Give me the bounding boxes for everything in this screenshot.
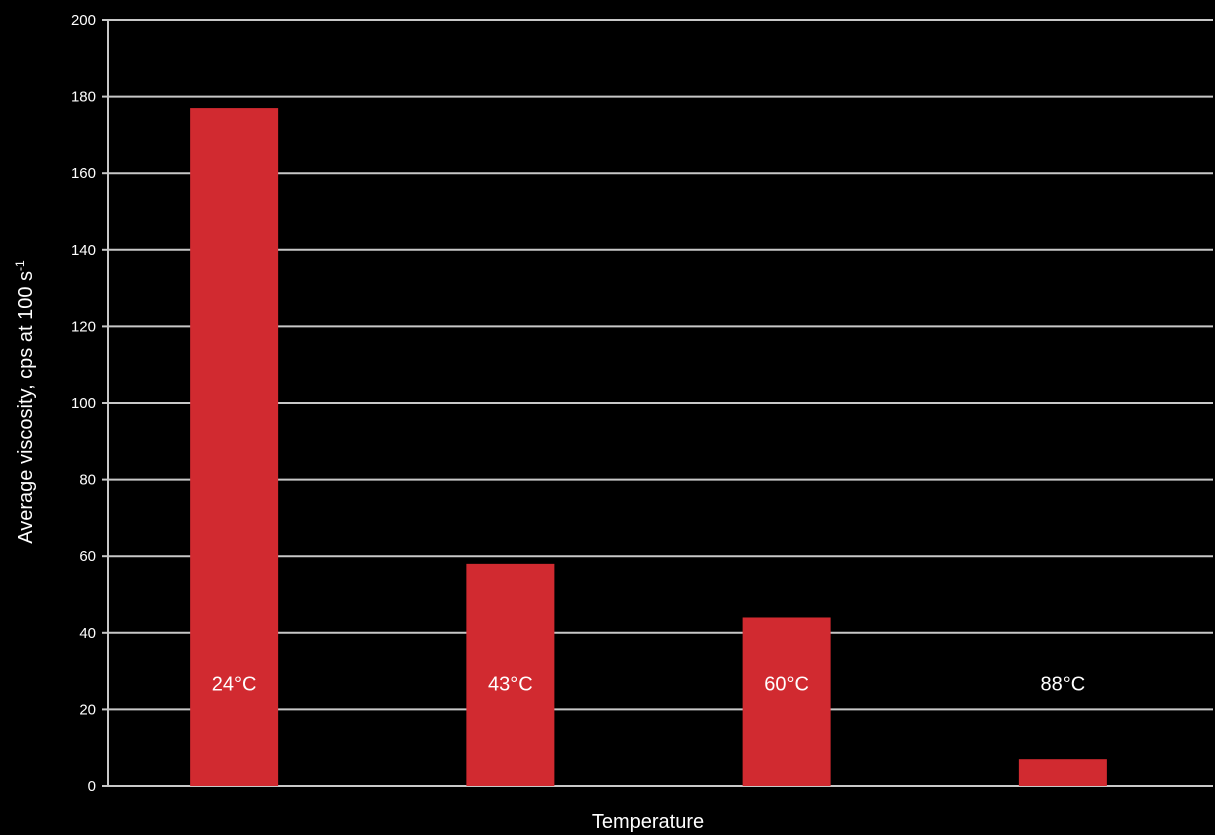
y-tick-label: 120 bbox=[71, 318, 96, 335]
x-axis-title: Temperature bbox=[592, 811, 704, 833]
y-axis-title-superscript: -1 bbox=[13, 260, 27, 271]
category-label: 88°C bbox=[1041, 673, 1086, 695]
category-label: 60°C bbox=[764, 673, 809, 695]
bar bbox=[466, 563, 555, 786]
category-label: 43°C bbox=[488, 673, 533, 695]
bars bbox=[190, 108, 1107, 787]
y-tick-label: 40 bbox=[79, 625, 96, 642]
y-tick-labels: 0 20 40 60 80 100 120 140 160 180 200 bbox=[71, 12, 96, 795]
y-tick-label: 0 bbox=[88, 778, 96, 795]
bar bbox=[1018, 759, 1107, 786]
y-tick-label: 60 bbox=[79, 548, 96, 565]
category-label: 24°C bbox=[212, 673, 257, 695]
y-tick-label: 100 bbox=[71, 395, 96, 412]
y-tick-label: 140 bbox=[71, 242, 96, 259]
y-tick-label: 160 bbox=[71, 165, 96, 182]
y-tick-label: 200 bbox=[71, 12, 96, 29]
y-tick-label: 180 bbox=[71, 89, 96, 106]
y-tick-label: 80 bbox=[79, 472, 96, 489]
bar bbox=[742, 617, 831, 786]
y-axis-title: Average viscosity, cps at 100 s-1 bbox=[13, 260, 37, 544]
bar bbox=[190, 108, 279, 787]
y-axis-title-text: Average viscosity, cps at 100 s bbox=[15, 271, 37, 544]
gridlines bbox=[108, 19, 1213, 787]
y-tick-label: 20 bbox=[79, 701, 96, 718]
bar-labels: 24°C 43°C 60°C 88°C bbox=[212, 673, 1085, 695]
